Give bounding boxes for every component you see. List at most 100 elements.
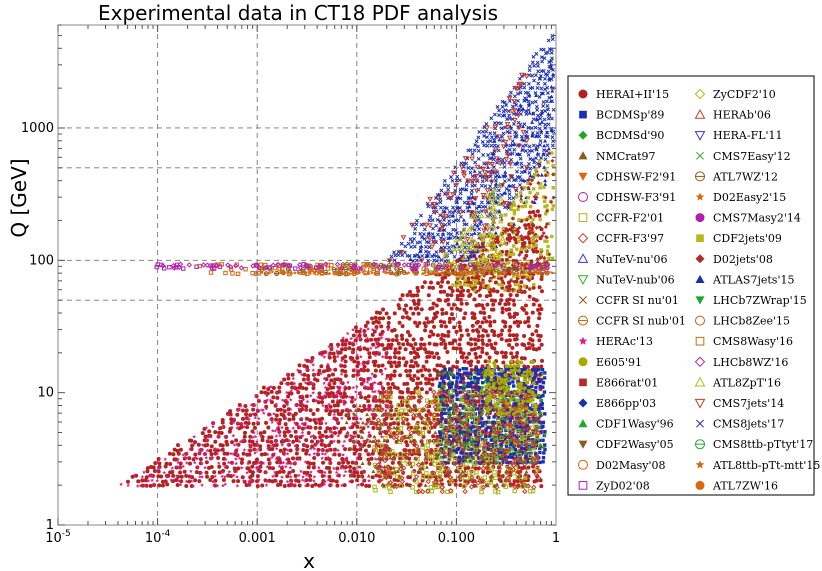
data-point <box>415 381 420 386</box>
data-point <box>216 456 221 461</box>
data-point <box>412 244 417 249</box>
data-point <box>308 418 313 423</box>
data-point <box>481 129 485 134</box>
data-point <box>371 469 376 474</box>
data-point <box>433 430 438 435</box>
data-point <box>541 420 546 425</box>
data-point <box>442 217 447 222</box>
data-point <box>545 91 550 95</box>
data-point <box>259 390 264 395</box>
data-point <box>300 430 305 435</box>
data-point <box>452 254 457 259</box>
data-point <box>504 364 509 369</box>
data-point <box>423 376 428 381</box>
data-point <box>407 316 412 321</box>
data-point <box>508 90 513 95</box>
data-point <box>472 148 477 153</box>
data-point <box>304 394 309 399</box>
data-point <box>274 446 279 451</box>
data-point <box>537 285 542 290</box>
data-point <box>420 478 425 483</box>
data-point <box>486 365 491 370</box>
data-point <box>434 303 439 308</box>
data-point <box>476 329 481 334</box>
data-point <box>434 376 439 381</box>
data-point <box>421 364 426 369</box>
data-point <box>252 425 257 430</box>
data-point <box>397 360 402 365</box>
data-point <box>492 346 497 351</box>
data-point <box>463 311 468 316</box>
data-point <box>150 478 155 482</box>
data-point <box>366 394 371 399</box>
data-point <box>535 131 540 135</box>
data-point <box>412 390 417 395</box>
data-point <box>499 332 504 337</box>
data-point <box>478 310 483 315</box>
data-point <box>274 417 279 422</box>
data-point <box>368 346 373 350</box>
data-point <box>266 425 271 430</box>
data-point <box>293 429 298 434</box>
data-point <box>373 359 378 364</box>
data-point <box>388 466 393 471</box>
data-point <box>503 288 507 292</box>
data-point <box>254 479 259 484</box>
data-point <box>330 478 335 483</box>
data-point <box>271 395 276 400</box>
data-point <box>212 470 217 475</box>
data-point <box>327 355 332 360</box>
data-point <box>342 426 347 431</box>
data-point <box>374 345 378 350</box>
data-point <box>330 399 335 404</box>
data-point <box>455 380 459 384</box>
data-point <box>260 438 265 443</box>
data-point <box>411 337 416 342</box>
data-point <box>364 483 369 488</box>
data-point <box>478 324 483 329</box>
data-point <box>407 475 412 480</box>
data-point <box>418 482 423 487</box>
data-point <box>316 400 321 405</box>
data-point <box>485 165 490 169</box>
data-point <box>261 411 266 415</box>
data-point <box>448 367 452 371</box>
data-point <box>328 409 333 414</box>
data-point <box>380 354 385 359</box>
data-point <box>523 149 528 153</box>
data-point <box>228 409 233 414</box>
data-point <box>488 131 493 136</box>
data-point <box>411 346 416 351</box>
data-point <box>188 469 193 473</box>
data-point <box>305 399 310 404</box>
data-point <box>522 488 528 495</box>
data-point <box>403 244 408 249</box>
data-point <box>427 196 433 203</box>
data-point <box>365 412 370 417</box>
data-point <box>486 382 491 387</box>
data-point <box>531 302 536 307</box>
data-point <box>336 439 341 444</box>
data-point <box>264 404 269 409</box>
data-point <box>346 460 351 465</box>
data-point <box>512 117 518 124</box>
data-point <box>485 302 490 307</box>
data-point <box>487 355 492 360</box>
data-point <box>464 183 469 187</box>
data-point <box>171 452 176 457</box>
data-point <box>502 165 507 169</box>
data-point <box>370 475 375 480</box>
data-point <box>473 351 478 356</box>
data-point <box>250 470 255 475</box>
data-point <box>288 474 293 479</box>
data-point <box>492 470 497 475</box>
data-point <box>530 73 535 78</box>
data-point <box>443 342 448 347</box>
data-point <box>200 431 205 436</box>
data-point <box>175 482 180 487</box>
data-point <box>411 378 416 383</box>
data-point <box>203 465 208 470</box>
data-point <box>430 382 435 387</box>
data-point <box>374 325 379 330</box>
data-point <box>355 355 360 360</box>
